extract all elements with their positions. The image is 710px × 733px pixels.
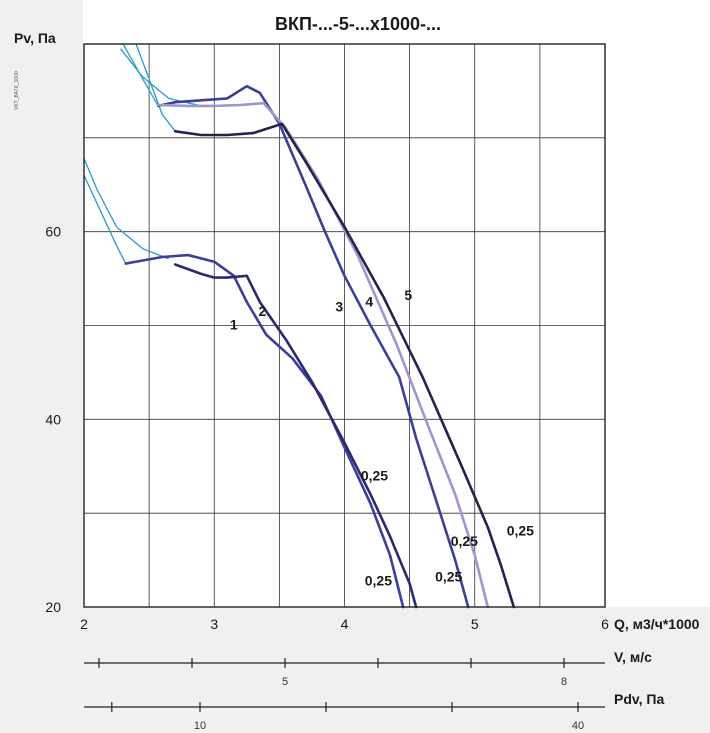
y-tick-label: 60 <box>45 224 61 240</box>
fringe-line <box>83 158 169 260</box>
side-note: VKT_B47X_1000 <box>14 71 20 110</box>
x-tick-label: 3 <box>210 616 218 632</box>
annotations: 1 2 3 4 5 0,25 0,25 0,25 0,25 0,25 <box>230 287 534 588</box>
series-line-3 <box>156 84 470 609</box>
x-axis-label: Q, м3/ч*1000 <box>614 616 700 632</box>
fringe-lines <box>83 43 202 264</box>
tick-labels: 2 3 4 5 6 20 40 60 <box>45 224 609 632</box>
velocity-tick-label: 5 <box>282 676 288 688</box>
pdv-axis-label: Pdv, Па <box>614 691 664 707</box>
annotation-label: 0,25 <box>507 523 534 539</box>
y-axis-label: Pv, Па <box>14 30 56 46</box>
annotation-label: 0,25 <box>451 533 478 549</box>
fringe-line <box>83 175 127 264</box>
fringe-line <box>135 43 176 132</box>
curve-label: 3 <box>335 298 343 314</box>
series-line-4 <box>156 101 490 609</box>
curve-label: 1 <box>230 316 238 332</box>
y-tick-label: 20 <box>45 599 61 615</box>
x-tick-label: 6 <box>601 616 609 632</box>
chart-title: ВКП-...-5-...х1000-... <box>275 14 441 34</box>
curve-label: 4 <box>365 294 373 310</box>
series-line-2 <box>173 263 418 609</box>
x-tick-label: 4 <box>341 616 349 632</box>
pdv-tick-label: 40 <box>572 720 584 732</box>
grid <box>84 44 605 607</box>
secondary-axes: 5 8 V, м/с 10 40 Pdv, Па <box>84 649 664 732</box>
curve-label: 2 <box>259 303 267 319</box>
curve-label: 5 <box>404 287 412 303</box>
series-line-5 <box>173 122 516 609</box>
x-tick-label: 5 <box>471 616 479 632</box>
velocity-axis-label: V, м/с <box>614 649 652 665</box>
velocity-tick-label: 8 <box>561 676 567 688</box>
fringe-line <box>122 43 159 107</box>
bottom-band <box>0 607 710 733</box>
annotation-label: 0,25 <box>361 467 388 483</box>
annotation-label: 0,25 <box>435 569 462 585</box>
series-group <box>124 84 516 609</box>
y-tick-label: 40 <box>45 411 61 427</box>
annotation-label: 0,25 <box>365 572 392 588</box>
series-line-1 <box>124 253 405 609</box>
pdv-tick-label: 10 <box>194 720 206 732</box>
x-tick-label: 2 <box>80 616 88 632</box>
plot-frame <box>83 43 606 608</box>
